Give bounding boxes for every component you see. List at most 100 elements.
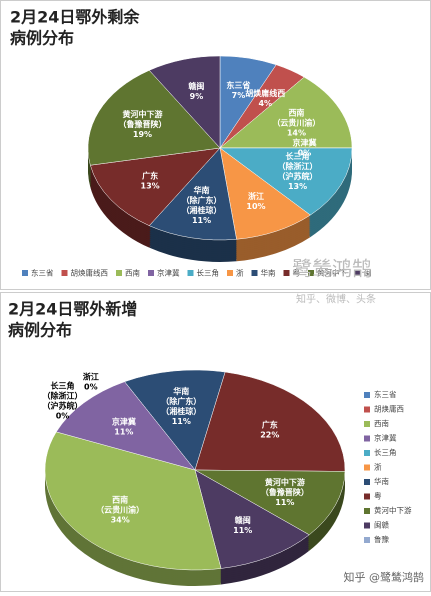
data-label: 广东	[262, 419, 278, 429]
data-label: （鲁豫晋陕）	[261, 487, 309, 497]
data-label: （沪苏皖）	[278, 171, 318, 181]
chart-title: 病例分布	[10, 29, 74, 48]
slice	[219, 147, 311, 240]
legend-swatch	[364, 392, 370, 398]
chart-title: 病例分布	[8, 321, 72, 340]
legend-swatch	[364, 464, 370, 471]
data-label: （除广东）	[161, 396, 201, 406]
data-label: （湘桂琼）	[182, 205, 222, 215]
legend-label: 华南	[374, 476, 389, 486]
value-label: 0%	[298, 149, 312, 158]
slice	[194, 469, 310, 569]
slice	[194, 469, 346, 536]
slice	[124, 369, 226, 471]
slice	[219, 76, 353, 149]
legend-swatch	[355, 270, 361, 276]
value-label: 14%	[287, 128, 306, 137]
slice	[148, 55, 221, 149]
data-label: （云贵川渝）	[96, 505, 144, 515]
legend-swatch	[364, 479, 370, 485]
data-label: 赣闽	[188, 81, 204, 91]
value-label: 0%	[56, 412, 70, 421]
data-label: 京津冀	[112, 417, 136, 427]
data-label: （除浙江）	[42, 391, 82, 401]
legend-swatch	[22, 270, 28, 276]
legend-label: 华南	[261, 268, 276, 278]
value-label: 11%	[275, 498, 294, 507]
chart-title: 2月24日鄂外新增	[8, 300, 137, 319]
data-label: （云贵川渝）	[272, 117, 320, 127]
legend-label: 浙	[374, 462, 382, 472]
data-label: 华南	[194, 185, 210, 195]
data-label: （沪苏皖）	[42, 401, 82, 411]
data-label: 黄河中下游	[265, 477, 305, 487]
legend-label: 西南	[125, 268, 140, 278]
legend-swatch	[61, 270, 68, 276]
data-label: （湘桂琼）	[161, 406, 201, 416]
legend-swatch	[364, 421, 370, 427]
value-label: 9%	[190, 92, 204, 101]
legend-swatch	[148, 270, 154, 276]
data-label: 黄河中下游	[122, 109, 162, 119]
legend-label: 黄河中下	[317, 268, 347, 278]
legend-swatch	[227, 270, 233, 276]
value-label: 11%	[114, 428, 133, 437]
data-label: 长三角	[50, 381, 74, 391]
legend-label: 东三省	[374, 389, 397, 399]
legend-swatch	[364, 435, 370, 442]
value-label: 7%	[232, 91, 246, 100]
slice	[44, 431, 222, 571]
data-label: 浙江	[83, 372, 99, 382]
legend-label: 京津冀	[374, 433, 397, 443]
legend-swatch	[364, 406, 370, 413]
slice	[194, 371, 346, 472]
data-label: 西南	[112, 495, 128, 505]
value-label: 13%	[141, 182, 160, 191]
value-label: 4%	[258, 99, 272, 108]
data-label: 赣闽	[235, 515, 251, 525]
data-label: （除浙江）	[278, 161, 318, 171]
value-label: 19%	[133, 130, 152, 139]
data-label: 浙江	[248, 191, 264, 201]
legend-label: 浙	[236, 268, 244, 278]
legend-label: 长三角	[197, 268, 220, 278]
value-label: 13%	[288, 182, 307, 191]
legend-swatch	[187, 270, 194, 276]
legend-swatch	[283, 270, 290, 276]
data-label: 长三角	[286, 151, 310, 161]
data-label: 东三省	[226, 80, 250, 90]
value-label: 11%	[233, 526, 252, 535]
legend-swatch	[364, 450, 370, 456]
value-label: 11%	[172, 417, 191, 426]
legend-label: 长三角	[374, 447, 397, 457]
slice	[87, 70, 221, 166]
data-label: 胡焕庸线西	[245, 88, 285, 98]
legend-label: 粤	[374, 491, 382, 501]
legend-label: 东三省	[31, 268, 54, 278]
slice	[90, 147, 221, 226]
legend-label: 胡焕庸西	[374, 404, 404, 414]
data-label: 华南	[173, 386, 189, 396]
legend-swatch	[364, 493, 370, 500]
data-label: （鲁豫晋陕）	[118, 119, 166, 129]
value-label: 0%	[84, 383, 98, 392]
legend-swatch	[364, 522, 370, 529]
legend-swatch	[116, 270, 122, 276]
legend-label: 黄河中下游	[374, 505, 412, 515]
data-label: 京津冀	[292, 138, 316, 148]
value-label: 22%	[260, 430, 279, 439]
data-label: 西南	[288, 107, 304, 117]
data-label: （除广东）	[182, 195, 222, 205]
slice	[55, 381, 196, 471]
chart-title: 2月24日鄂外剩余	[10, 8, 140, 27]
legend-label: 粤	[293, 268, 301, 278]
value-label: 11%	[192, 216, 211, 225]
legend-swatch	[364, 508, 370, 514]
legend-label: 鲁豫	[374, 534, 389, 544]
legend-label: 胡焕庸线西	[71, 268, 109, 278]
legend-label: 闽赣	[374, 520, 389, 530]
slice	[219, 147, 353, 216]
slice	[148, 147, 237, 241]
